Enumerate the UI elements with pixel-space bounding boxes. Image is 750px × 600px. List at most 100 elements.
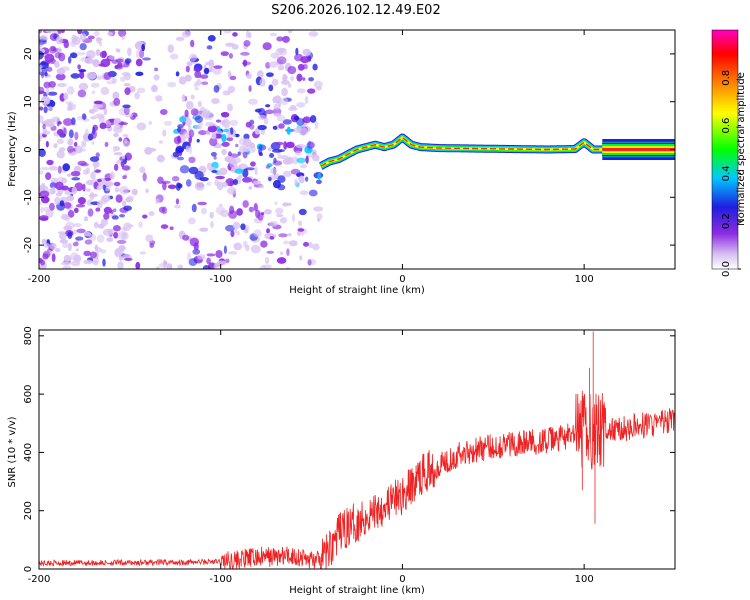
spectrogram-cell <box>95 152 100 158</box>
spectrogram-cell <box>113 163 119 171</box>
spectrogram-cell <box>42 123 46 130</box>
spectrogram-cell <box>232 178 238 186</box>
spectrogram-cell <box>309 115 317 123</box>
spectrogram-cell <box>123 83 131 87</box>
spectrogram-cell <box>67 242 73 252</box>
spectrogram-cell <box>113 132 120 138</box>
spectrogram-cell <box>233 242 243 251</box>
spectrogram-cell <box>93 221 99 229</box>
spectrogram-cell <box>244 227 249 234</box>
spectrogram-cell <box>99 122 107 130</box>
spectrogram-cell <box>266 228 271 234</box>
spectrogram-cell <box>197 100 202 108</box>
spectrogram-cell <box>148 211 155 217</box>
spectrogram-cell <box>116 239 127 244</box>
spectrogram-cell <box>162 129 167 137</box>
spectrogram-cell <box>174 204 181 209</box>
spectrogram-cell <box>236 230 240 236</box>
spectrogram-cell <box>110 209 114 215</box>
spectrogram-cell <box>201 81 209 85</box>
spectrogram-cell <box>271 78 279 87</box>
spectrogram-cell <box>118 122 128 126</box>
spectrogram-cell <box>159 108 168 116</box>
spectrogram-cell <box>126 224 134 228</box>
spectrogram-cell <box>296 73 303 82</box>
spectrogram-cell <box>131 188 138 196</box>
spectrogram-cell <box>259 78 266 87</box>
spectrogram-cell <box>287 232 292 237</box>
spectrogram-y-tick-label: 0 <box>23 146 34 152</box>
spectrogram-cell <box>177 127 182 133</box>
spectrogram-cell <box>122 104 131 109</box>
spectrogram-cell <box>227 251 238 255</box>
spectrogram-cell <box>121 200 127 207</box>
spectrogram-cell <box>124 87 131 96</box>
snr-y-tick-label: 800 <box>23 326 34 345</box>
spectrogram-cell <box>149 243 155 248</box>
spectrogram-cell <box>194 70 202 79</box>
spectrogram-cell <box>103 212 110 220</box>
spectrogram-cell <box>314 120 319 130</box>
spectrogram-cell <box>278 123 285 129</box>
spectrogram-cell <box>190 39 195 48</box>
spectrogram-cell <box>298 208 307 216</box>
spectrogram-cell <box>221 148 227 156</box>
spectrogram-cell <box>39 50 44 60</box>
spectrogram-cell <box>80 162 89 167</box>
spectrogram-cell <box>43 206 51 212</box>
spectrogram-cell <box>107 31 113 37</box>
spectrogram-cell <box>75 248 80 252</box>
spectrogram-cell <box>242 176 253 183</box>
spectrogram-cell <box>268 84 274 92</box>
spectrogram-cell <box>279 155 289 160</box>
spectrogram-cell <box>242 168 249 178</box>
spectrogram-cell <box>303 241 309 247</box>
spectrogram-cell <box>66 86 75 95</box>
spectrogram-cell <box>99 51 107 59</box>
spectrogram-cell <box>225 42 235 47</box>
snr-frame <box>38 329 676 570</box>
spectrogram-cell <box>63 202 72 209</box>
spectrogram-cell <box>242 151 248 159</box>
spectrogram-cell <box>277 64 285 71</box>
spectrogram-cell <box>56 150 65 159</box>
spectrogram-cell <box>102 258 106 267</box>
spectrogram-cell <box>209 137 218 147</box>
spectrogram-cell <box>185 179 192 187</box>
spectrogram-cell <box>213 155 217 160</box>
spectrogram-cell <box>227 70 232 78</box>
spectrogram-cell <box>308 189 318 197</box>
spectrogram-cell <box>62 163 71 172</box>
spectrogram-cell <box>92 161 100 168</box>
spectrogram-cell <box>49 182 57 189</box>
spectrogram-cell <box>169 226 174 231</box>
spectrogram-cell <box>122 134 129 138</box>
spectrogram-cell <box>49 122 54 128</box>
spectrogram-cell <box>288 240 298 247</box>
spectrogram-cell <box>250 161 256 167</box>
spectrogram-cell <box>227 103 233 112</box>
spectrogram-cell <box>243 240 248 248</box>
spectrogram-cell <box>175 182 181 191</box>
spectrogram-cell <box>188 129 195 138</box>
spectrogram-cell <box>216 126 221 133</box>
spectrogram-cell <box>103 206 112 214</box>
spectrogram-cell <box>82 183 86 192</box>
spectrogram-cell <box>271 149 282 153</box>
spectrogram-cell <box>313 80 323 89</box>
spectrogram-cell <box>167 184 177 190</box>
spectrogram-cell <box>119 214 126 218</box>
snr-y-tick-label: 600 <box>23 385 34 404</box>
spectrogram-cell <box>93 30 100 37</box>
spectrogram-cell <box>188 258 198 267</box>
spectrogram-cell <box>154 67 159 72</box>
spectrogram-cell <box>120 76 126 82</box>
spectrogram-cell <box>184 109 189 118</box>
spectrogram-cell <box>87 35 95 40</box>
spectrogram-cell <box>90 82 100 88</box>
spectrogram-cell <box>95 207 101 212</box>
spectrogram-cell <box>92 59 100 68</box>
spectrogram-cell <box>214 179 219 187</box>
spectrogram-cell <box>153 74 160 81</box>
spectrogram-cell <box>61 30 65 34</box>
